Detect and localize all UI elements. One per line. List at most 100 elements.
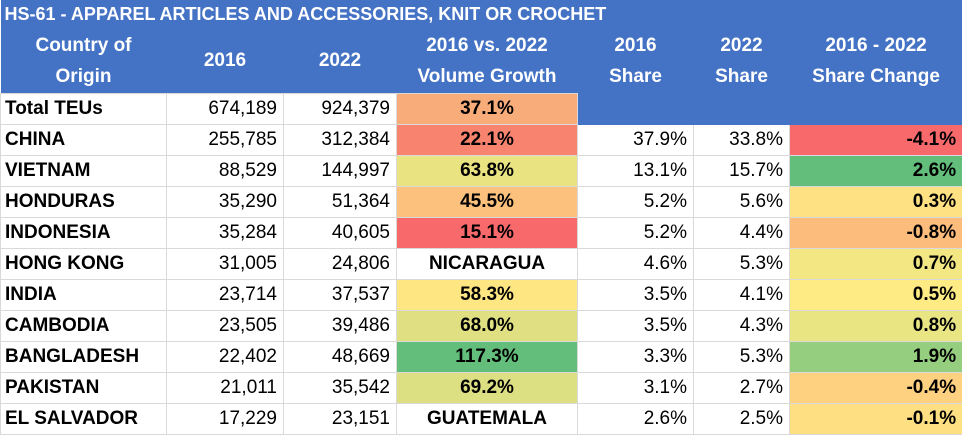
table-row: HONG KONG 31,005 24,806 NICARAGUA 4.6% 5.3% 0.…: [0, 247, 962, 280]
value-2022-cell: 312,384: [283, 123, 397, 156]
table-row: HONDURAS 35,290 51,364 45.5% 5.2% 5.6% 0.3%: [0, 185, 962, 218]
table-row: VIETNAM 88,529 144,997 63.8% 13.1% 15.7% 2.6%: [0, 154, 962, 187]
value-2022-cell: 39,486: [283, 309, 397, 342]
header-share-change: 2016 - 2022 Share Change: [789, 29, 962, 93]
share-change-cell: 0.8%: [788, 309, 962, 342]
country-cell: CAMBODIA: [0, 309, 167, 342]
share-2016-cell: 3.5%: [577, 309, 694, 342]
country-cell: HONDURAS: [0, 185, 167, 218]
share-change-cell: 0.3%: [788, 185, 962, 218]
share-2016-cell: 37.9%: [577, 123, 694, 156]
value-2022-cell: 40,605: [283, 216, 397, 249]
share-2016-cell: 3.5%: [577, 278, 694, 311]
value-2016-cell: 674,189: [166, 92, 284, 125]
share-2016-cell: 4.6%: [577, 247, 694, 280]
volume-growth-cell: 22.1%: [396, 123, 578, 156]
title-row: HS-61 - APPAREL ARTICLES AND ACCESSORIES…: [0, 0, 962, 29]
volume-growth-cell: 69.2%: [396, 371, 578, 404]
volume-growth-cell: 15.1%: [396, 216, 578, 249]
table-row: CHINA 255,785 312,384 22.1% 37.9% 33.8% -4.1%: [0, 123, 962, 156]
table-body: Total TEUs 674,189 924,379 37.1% CHINA 255,78…: [0, 92, 962, 435]
share-2016-cell: 3.1%: [577, 371, 694, 404]
header-2016: 2016: [166, 29, 284, 93]
share-2016-cell: 13.1%: [577, 154, 694, 187]
volume-growth-cell: 117.3%: [396, 340, 578, 373]
header-country: Country of Origin: [0, 29, 167, 93]
value-2022-cell: 37,537: [283, 278, 397, 311]
table-row: INDONESIA 35,284 40,605 15.1% 5.2% 4.4% -0.8%: [0, 216, 962, 249]
value-2016-cell: 23,714: [166, 278, 284, 311]
volume-growth-cell: 45.5%: [396, 185, 578, 218]
share-2022-cell: 4.3%: [693, 309, 790, 342]
share-change-cell: -4.1%: [788, 123, 962, 156]
country-cell: HONG KONG: [0, 247, 167, 280]
value-2016-cell: 35,284: [166, 216, 284, 249]
table-row: PAKISTAN 21,011 35,542 69.2% 3.1% 2.7% -0.4%: [0, 371, 962, 404]
value-2016-cell: 17,229: [166, 402, 284, 435]
country-cell: VIETNAM: [0, 154, 167, 187]
share-2016-cell: 5.2%: [577, 185, 694, 218]
share-2022-cell: 5.6%: [693, 185, 790, 218]
volume-growth-cell: 37.1%: [396, 92, 578, 125]
value-2016-cell: 21,011: [166, 371, 284, 404]
value-2016-cell: 31,005: [166, 247, 284, 280]
volume-growth-cell: GUATEMALA: [396, 402, 578, 435]
header-volume-growth: 2016 vs. 2022 Volume Growth: [396, 29, 578, 93]
value-2016-cell: 22,402: [166, 340, 284, 373]
header-row: Country of Origin 2016 2022 2016 vs. 2022…: [0, 29, 962, 93]
value-2022-cell: 144,997: [283, 154, 397, 187]
share-2022-cell: 4.4%: [693, 216, 790, 249]
value-2022-cell: 48,669: [283, 340, 397, 373]
share-2022-cell: 33.8%: [693, 123, 790, 156]
share-2016-cell: 3.3%: [577, 340, 694, 373]
share-2016-cell: 5.2%: [577, 216, 694, 249]
value-2022-cell: 924,379: [283, 92, 397, 125]
share-change-cell: 0.7%: [788, 247, 962, 280]
share-change-cell: 2.6%: [788, 154, 962, 187]
country-cell: EL SALVADOR: [0, 402, 167, 435]
country-cell: Total TEUs: [0, 92, 167, 125]
share-change-cell: 1.9%: [788, 340, 962, 373]
share-2022-cell: 5.3%: [693, 340, 790, 373]
value-2022-cell: 24,806: [283, 247, 397, 280]
header-2022-share: 2022 Share: [693, 29, 790, 93]
country-cell: INDIA: [0, 278, 167, 311]
country-cell: INDONESIA: [0, 216, 167, 249]
value-2016-cell: 23,505: [166, 309, 284, 342]
share-change-cell: 0.5%: [788, 278, 962, 311]
volume-growth-cell: 58.3%: [396, 278, 578, 311]
table-row: EL SALVADOR 17,229 23,151 GUATEMALA 2.6% 2.5%…: [0, 402, 962, 435]
header-2022: 2022: [283, 29, 397, 93]
table-row: BANGLADESH 22,402 48,669 117.3% 3.3% 5.3% 1.9%: [0, 340, 962, 373]
share-2022-cell: 4.1%: [693, 278, 790, 311]
share-change-cell: -0.1%: [788, 402, 962, 435]
share-change-cell: [788, 92, 962, 125]
share-2022-cell: 2.7%: [693, 371, 790, 404]
country-cell: BANGLADESH: [0, 340, 167, 373]
table-row: Total TEUs 674,189 924,379 37.1%: [0, 92, 962, 125]
table-row: INDIA 23,714 37,537 58.3% 3.5% 4.1% 0.5%: [0, 278, 962, 311]
value-2022-cell: 35,542: [283, 371, 397, 404]
share-2022-cell: 15.7%: [693, 154, 790, 187]
volume-growth-cell: 63.8%: [396, 154, 578, 187]
header-2016-share: 2016 Share: [577, 29, 694, 93]
share-change-cell: -0.4%: [788, 371, 962, 404]
volume-growth-cell: 68.0%: [396, 309, 578, 342]
country-cell: PAKISTAN: [0, 371, 167, 404]
value-2016-cell: 88,529: [166, 154, 284, 187]
share-change-cell: -0.8%: [788, 216, 962, 249]
share-2016-cell: 2.6%: [577, 402, 694, 435]
value-2022-cell: 51,364: [283, 185, 397, 218]
share-2022-cell: 2.5%: [693, 402, 790, 435]
share-2022-cell: [693, 92, 790, 125]
volume-growth-cell: NICARAGUA: [396, 247, 578, 280]
country-cell: CHINA: [0, 123, 167, 156]
table-title: HS-61 - APPAREL ARTICLES AND ACCESSORIES…: [0, 0, 962, 29]
share-2016-cell: [577, 92, 694, 125]
value-2016-cell: 35,290: [166, 185, 284, 218]
value-2022-cell: 23,151: [283, 402, 397, 435]
table-row: CAMBODIA 23,505 39,486 68.0% 3.5% 4.3% 0.8%: [0, 309, 962, 342]
value-2016-cell: 255,785: [166, 123, 284, 156]
share-2022-cell: 5.3%: [693, 247, 790, 280]
